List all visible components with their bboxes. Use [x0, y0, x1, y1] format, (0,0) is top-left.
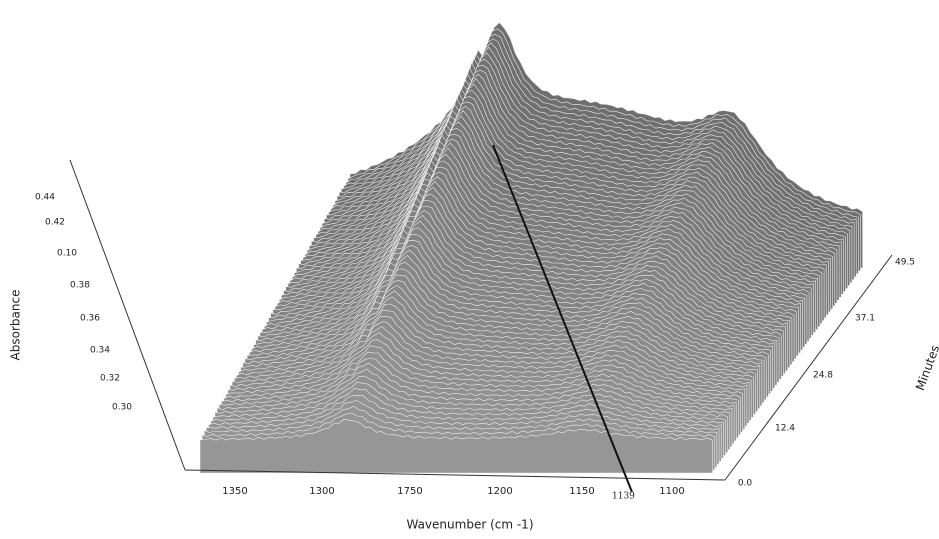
x-tick-label: 1150 — [569, 486, 594, 497]
x-axis-title: Wavenumber (cm -1) — [406, 518, 533, 532]
y-tick-label: 0.34 — [90, 346, 110, 356]
x-tick-label: 1300 — [309, 486, 334, 497]
x-tick-label: 1350 — [222, 486, 247, 497]
y-tick-label: 0.42 — [45, 218, 65, 228]
z-axis-title: Minutes — [913, 343, 939, 392]
page: {"chart_data": {"type": "waterfall-3d", … — [0, 0, 939, 539]
y-tick-label: 0.32 — [100, 374, 120, 384]
y-tick-label: 0.38 — [70, 281, 90, 291]
x-tick-label: 1100 — [659, 486, 684, 497]
y-tick-label: 0.36 — [80, 314, 100, 324]
annotation: 1139 — [612, 492, 635, 502]
z-tick-label: 49.5 — [895, 258, 915, 268]
y-tick-label: 0.10 — [57, 249, 77, 259]
z-tick-label: 24.8 — [813, 371, 833, 381]
surface — [200, 23, 863, 474]
y-tick-label: 0.30 — [112, 403, 132, 413]
y-axis-title: Absorbance — [9, 290, 23, 361]
x-tick-label: 1750 — [397, 486, 422, 497]
z-tick-label: 0.0 — [738, 479, 753, 489]
y-tick-label: 0.44 — [35, 193, 55, 203]
z-tick-label: 37.1 — [855, 314, 875, 324]
chart: 1139 Absorbance Wavenumber (cm -1) Minut… — [0, 0, 939, 539]
x-tick-label: 1200 — [487, 486, 512, 497]
z-tick-label: 12.4 — [775, 424, 795, 434]
